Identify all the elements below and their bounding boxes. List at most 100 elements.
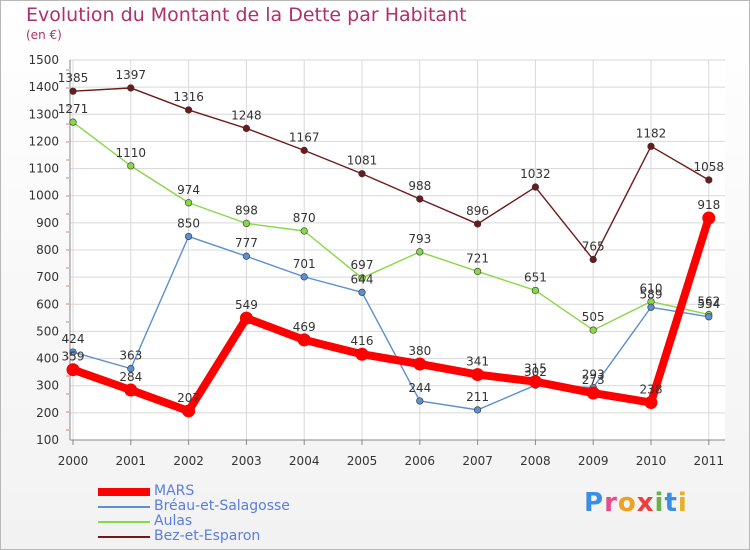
data-label: 870: [293, 211, 316, 225]
data-point: [185, 106, 193, 114]
x-tick-label: 2010: [636, 454, 667, 468]
proxiti-logo: Proxiti: [584, 488, 688, 518]
data-point: [416, 248, 424, 256]
x-tick-label: 2000: [58, 454, 89, 468]
data-label: 284: [119, 370, 142, 384]
data-point: [69, 118, 77, 126]
data-point: [182, 404, 196, 418]
data-label: 697: [351, 258, 374, 272]
x-tick-label: 2004: [289, 454, 320, 468]
data-label: 380: [408, 344, 431, 358]
series-line-br-au-et-salagosse: [72, 235, 710, 411]
data-point: [185, 232, 193, 241]
data-label: 273: [582, 373, 605, 387]
data-label: 589: [640, 287, 663, 301]
legend-label-bez: Bez-et-Esparon: [154, 528, 261, 544]
data-point: [416, 397, 424, 405]
data-label: 1385: [58, 71, 89, 85]
data-label: 898: [235, 203, 258, 217]
data-point: [528, 375, 542, 389]
logo-letter: t: [664, 488, 678, 518]
data-label: 1271: [58, 102, 89, 116]
data-label: 244: [408, 381, 431, 395]
y-tick-label: 700: [36, 270, 59, 284]
data-label: 469: [293, 320, 316, 334]
legend-item-bez: Bez-et-Esparon: [98, 529, 358, 544]
logo-letter: o: [617, 488, 637, 518]
data-point: [644, 396, 658, 410]
logo-letter: x: [636, 488, 655, 518]
data-point: [416, 195, 424, 203]
data-point: [297, 333, 311, 347]
series-line-bez-et-esparon: [72, 87, 710, 261]
data-label: 341: [466, 355, 489, 369]
legend-swatch-breau: [98, 506, 150, 508]
y-tick-label: 800: [36, 243, 59, 257]
data-point: [127, 84, 135, 92]
data-label: 505: [582, 310, 605, 324]
data-label: 1032: [520, 167, 551, 181]
data-label: 988: [408, 179, 431, 193]
data-point: [242, 252, 250, 260]
data-label: 974: [177, 183, 200, 197]
legend-swatch-aulas: [98, 521, 150, 523]
data-point: [358, 170, 366, 178]
x-tick-label: 2008: [520, 454, 551, 468]
data-point: [300, 146, 308, 154]
y-tick-label: 300: [36, 379, 59, 393]
y-tick-label: 1300: [28, 107, 59, 121]
legend: MARS Bréau-et-Salagosse Aulas Bez-et-Esp…: [98, 484, 358, 544]
y-tick-label: 400: [36, 352, 59, 366]
data-point: [702, 211, 716, 225]
data-label: 1397: [116, 68, 147, 82]
data-point: [471, 368, 485, 382]
data-label: 302: [524, 365, 547, 379]
logo-letter: i: [677, 488, 688, 518]
data-point: [589, 255, 597, 264]
y-tick-label: 1000: [28, 189, 59, 203]
data-point: [474, 267, 482, 276]
data-point: [66, 363, 80, 377]
x-tick-label: 2002: [173, 454, 204, 468]
data-label: 765: [582, 240, 605, 254]
logo-letter: i: [654, 488, 665, 518]
data-point: [531, 286, 540, 295]
data-point: [239, 311, 253, 325]
legend-item-mars: MARS: [98, 484, 358, 499]
data-label: 850: [177, 216, 200, 230]
data-label: 793: [408, 232, 431, 246]
y-tick-label: 1400: [28, 80, 59, 94]
chart-title: Evolution du Montant de la Dette par Hab…: [26, 4, 467, 26]
logo-letter: r: [604, 488, 618, 518]
data-point: [69, 87, 77, 95]
data-label: 918: [697, 198, 720, 212]
legend-label-breau: Bréau-et-Salagosse: [154, 498, 290, 514]
data-point: [242, 124, 250, 132]
data-label: 211: [466, 390, 489, 404]
data-label: 1081: [347, 154, 378, 168]
data-point: [589, 326, 597, 334]
legend-label-mars: MARS: [154, 483, 195, 499]
data-point: [300, 227, 308, 235]
data-label: 1110: [116, 146, 147, 160]
data-label: 416: [351, 334, 374, 348]
data-label: 1058: [694, 160, 725, 174]
x-tick-label: 2009: [578, 454, 609, 468]
data-label: 562: [697, 295, 720, 309]
data-point: [647, 142, 655, 150]
data-label: 896: [466, 204, 489, 218]
x-tick-label: 2001: [116, 454, 147, 468]
legend-swatch-bez: [98, 536, 150, 538]
data-point: [355, 347, 369, 361]
data-point: [127, 162, 135, 170]
series-line-aulas: [72, 121, 710, 331]
data-point: [474, 220, 482, 228]
data-point: [300, 273, 308, 281]
data-label: 644: [351, 272, 374, 286]
data-point: [531, 183, 540, 191]
data-label: 777: [235, 236, 258, 250]
data-label: 1167: [289, 130, 320, 144]
data-label: 1248: [231, 108, 262, 122]
data-label: 1316: [173, 90, 204, 104]
